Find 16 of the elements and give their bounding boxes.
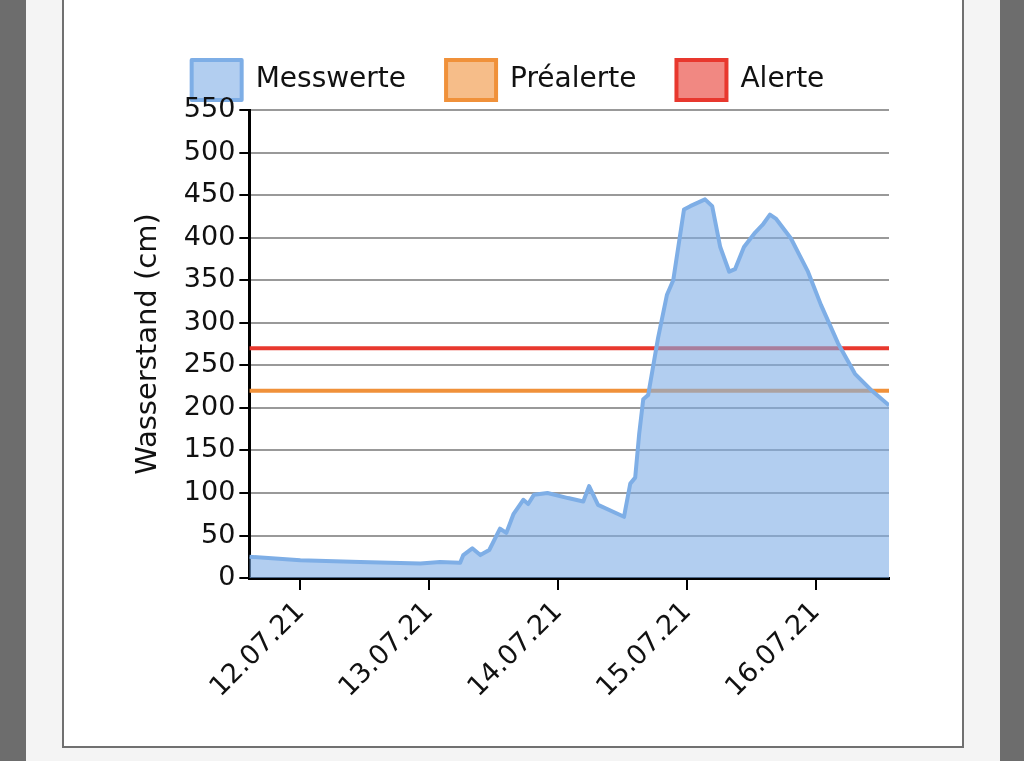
- y-tick-label: 500: [183, 134, 236, 166]
- legend-label: Préalerte: [510, 61, 637, 95]
- y-tick-label: 50: [200, 517, 236, 549]
- y-tick-label: 350: [183, 262, 236, 294]
- y-tick-label: 0: [218, 560, 236, 592]
- y-tick-label: 150: [183, 432, 236, 464]
- legend-label: Messwerte: [255, 61, 407, 95]
- y-tick-label: 400: [183, 219, 236, 251]
- y-tick-label: 450: [183, 177, 236, 209]
- y-tick-label: 200: [183, 389, 236, 421]
- y-tick-label: 100: [183, 474, 236, 506]
- y-tick-label: 250: [183, 347, 236, 379]
- y-tick-label: 550: [183, 92, 236, 124]
- y-axis-title: Wasserstand (cm): [128, 213, 163, 475]
- legend-label: Alerte: [740, 61, 825, 95]
- y-tick-label: 300: [183, 304, 236, 336]
